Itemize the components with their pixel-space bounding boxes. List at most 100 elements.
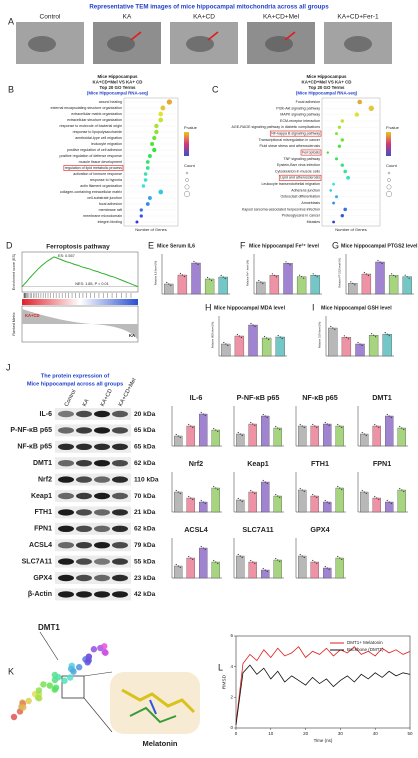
point <box>192 498 194 501</box>
term-label: Cytoskeleton in muscle cells <box>275 169 320 173</box>
point <box>215 487 217 489</box>
dot <box>335 195 338 199</box>
dot <box>346 175 350 180</box>
blot-band <box>58 492 74 500</box>
blot-band <box>58 410 74 418</box>
mitochondrion <box>344 36 372 52</box>
point <box>312 493 314 496</box>
point <box>326 423 328 425</box>
bar <box>335 487 344 513</box>
bar <box>204 278 215 295</box>
dot <box>147 196 152 200</box>
point <box>279 560 281 563</box>
point <box>211 279 213 282</box>
blot-strip <box>55 555 131 568</box>
chart-title: Mice Serum IL6 <box>157 243 195 249</box>
point <box>200 545 202 548</box>
protein-label: NF-κB p65 <box>17 444 52 451</box>
point <box>399 425 401 428</box>
point <box>238 335 240 337</box>
lane-label: KA <box>82 398 91 408</box>
protein-label: GPX4 <box>33 575 52 582</box>
panel-letter: C <box>212 84 219 94</box>
bar <box>177 274 188 295</box>
point <box>347 338 349 340</box>
point <box>377 259 379 262</box>
rank-bar <box>22 299 138 305</box>
bar <box>323 501 332 513</box>
point <box>314 495 316 497</box>
bar <box>218 276 228 295</box>
bar <box>248 324 258 357</box>
panel-a-title: Representative TEM images of mice hippoc… <box>89 4 329 11</box>
protein-label: FPN1 <box>34 526 52 533</box>
dot <box>139 214 143 218</box>
dot <box>141 184 146 188</box>
point <box>262 567 264 570</box>
dot <box>152 135 157 141</box>
protein-label: Nrf2 <box>38 476 52 483</box>
blot-band <box>76 509 92 516</box>
y-axis-label: Relative IL6 level (%) <box>154 261 158 286</box>
point <box>281 337 283 340</box>
point <box>220 274 222 277</box>
term-label: actin filament organization <box>80 184 122 188</box>
legend-title: Count <box>386 163 398 168</box>
point <box>273 274 275 276</box>
term-label: regulation of lipid metabolic process <box>65 166 122 170</box>
point <box>324 565 326 568</box>
chart-title: Mice hippocampal PTGS2 level <box>341 243 418 249</box>
ribbon-atom <box>20 704 27 711</box>
legend-dot <box>184 184 190 190</box>
bar <box>164 283 174 295</box>
point <box>375 336 377 338</box>
point <box>195 262 197 264</box>
point <box>367 274 369 277</box>
point <box>250 421 252 424</box>
point <box>262 479 264 482</box>
rmsd-line <box>235 664 411 725</box>
point <box>303 277 305 279</box>
point <box>190 497 192 499</box>
bar <box>298 425 307 447</box>
point <box>408 277 410 279</box>
point <box>190 425 192 427</box>
point <box>326 501 328 503</box>
point <box>378 426 380 429</box>
point <box>403 428 405 431</box>
point <box>301 555 303 557</box>
point <box>252 561 254 563</box>
point <box>314 274 316 276</box>
point <box>241 556 243 559</box>
point <box>264 335 266 338</box>
highlight-box <box>300 149 322 156</box>
bar <box>296 276 307 295</box>
point <box>386 333 388 335</box>
dot <box>354 112 359 117</box>
point <box>379 261 381 263</box>
point <box>299 553 301 556</box>
x-axis-label: Time (ns) <box>314 738 333 743</box>
point <box>204 414 206 417</box>
dot <box>145 202 150 206</box>
plot-title: (Mice Hippocampal RNA-seq) <box>87 91 149 96</box>
blot-strip <box>55 473 131 486</box>
point <box>376 497 378 499</box>
dot <box>332 201 335 205</box>
dot <box>158 117 164 123</box>
dot <box>158 111 164 117</box>
group-label: KA <box>123 14 132 21</box>
point <box>277 559 279 561</box>
panel-letter: K <box>8 666 14 676</box>
point <box>192 558 194 561</box>
chart-title: Mice hippocampal GSH level <box>321 305 392 311</box>
bar <box>248 423 257 447</box>
point <box>324 421 326 424</box>
arrow <box>284 31 296 41</box>
point <box>266 570 268 573</box>
dot <box>329 189 333 192</box>
blot-band <box>76 427 92 434</box>
blot-band <box>76 492 92 500</box>
point <box>222 276 224 278</box>
point <box>363 433 365 435</box>
